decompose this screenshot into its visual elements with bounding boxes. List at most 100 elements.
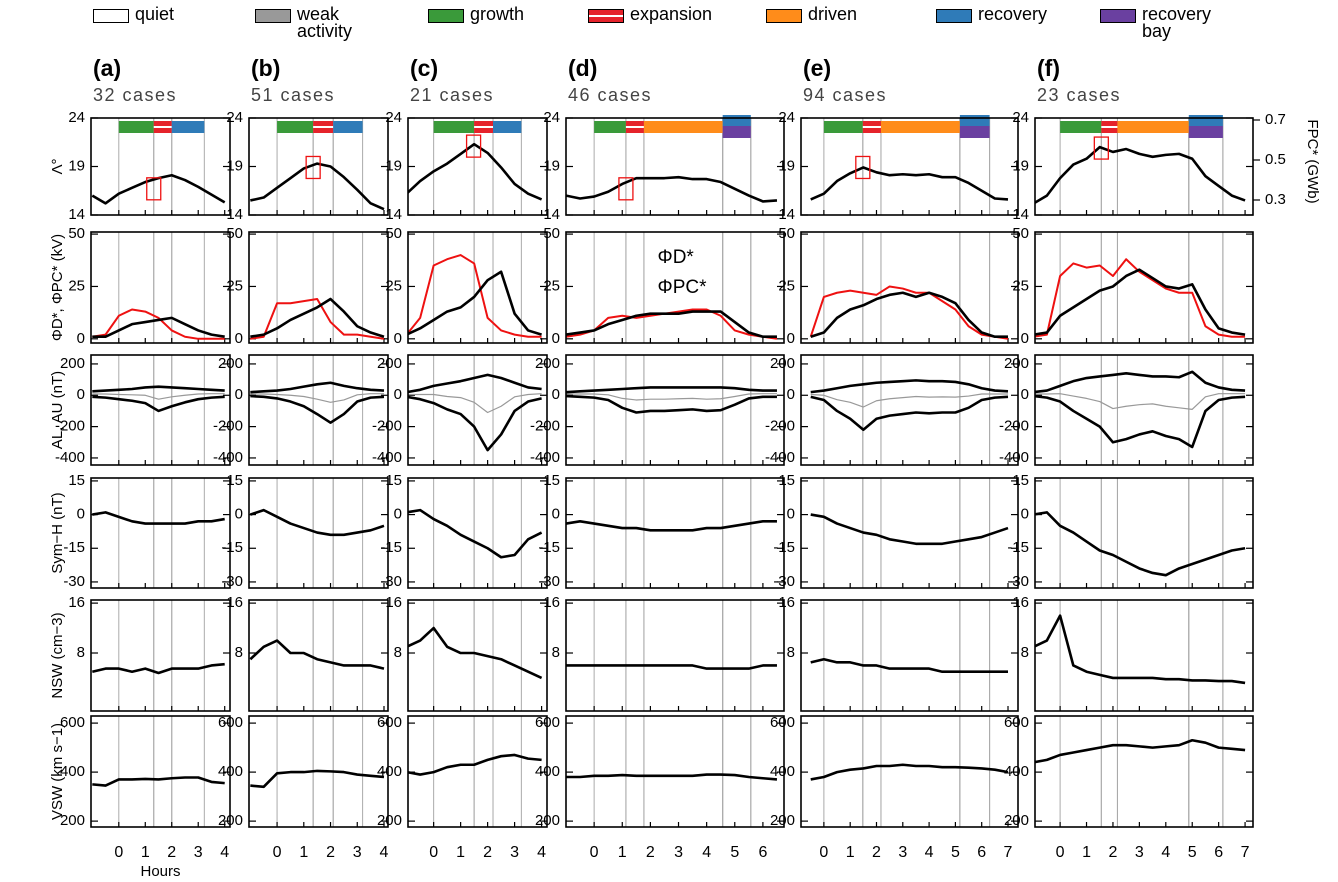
column-title: (e): [803, 55, 831, 81]
panel-frame: [407, 117, 548, 216]
y-tick-label: -400: [55, 449, 85, 466]
data-line: [249, 508, 385, 537]
data-line: [566, 773, 778, 781]
panel-frame: [1034, 599, 1254, 712]
panel-frame: [248, 715, 389, 828]
data-line: [566, 394, 777, 414]
x-tick-label: 4: [380, 844, 389, 861]
y-tick-label: 19: [68, 157, 85, 174]
y-tick-label: 200: [1004, 812, 1029, 829]
data-line: [408, 142, 543, 201]
y-tick-label: 50: [68, 225, 85, 242]
y-tick-label: -15: [1007, 539, 1029, 556]
x-tick-label: 2: [326, 844, 335, 861]
y-tick-label: -30: [1007, 573, 1029, 590]
data-line: [92, 662, 225, 675]
panel-frame: [90, 354, 231, 466]
x-tick-label: 2: [483, 844, 492, 861]
panel-frame: [800, 117, 1019, 216]
y-tick-label: 600: [218, 714, 243, 731]
data-line: [810, 513, 1009, 546]
x-tick-label: 0: [114, 844, 123, 861]
y-tick-label: 16: [778, 594, 795, 611]
y-tick-label: 14: [1012, 206, 1029, 223]
y-tick-label: 14: [68, 206, 85, 223]
y-tick-label: 25: [385, 277, 402, 294]
legend-label: recovery: [978, 4, 1048, 24]
phase-bar: [643, 121, 723, 133]
legend: quiet weak activity growth expansion driven r…: [0, 0, 1338, 50]
data-line: [1035, 370, 1246, 394]
panel-frame: [407, 231, 548, 344]
data-line: [566, 520, 777, 532]
y-tick-label: 0: [77, 506, 85, 523]
phase-bar: [277, 121, 314, 133]
y-tick-label: 0: [235, 330, 243, 347]
panel-frame: [565, 231, 785, 344]
legend-swatch: [93, 9, 129, 23]
panel-frame: [565, 715, 785, 828]
phase-bar: [171, 121, 205, 133]
data-line: [810, 393, 1008, 408]
panel-frame: [90, 231, 231, 344]
data-line: [566, 386, 777, 394]
data-line: [810, 166, 1009, 201]
y-tick-label: -400: [999, 449, 1029, 466]
data-line: [1035, 268, 1246, 336]
y-tick-label: 14: [385, 206, 402, 223]
y-tick-label: 400: [1004, 763, 1029, 780]
x-tick-label: 2: [872, 844, 881, 861]
x-tick-label: 0: [273, 844, 282, 861]
legend-swatch: [428, 9, 464, 23]
y-tick-label: 600: [535, 714, 560, 731]
data-line: [408, 393, 542, 414]
y-tick-label: 8: [787, 644, 795, 661]
panel-frame: [90, 715, 231, 828]
panel-frame: [90, 599, 231, 712]
y-tick-label: 25: [543, 277, 560, 294]
legend-label: recovery bay: [1142, 4, 1212, 41]
data-line: [408, 626, 543, 680]
onset-box: [1093, 136, 1109, 160]
y-tick-label: 14: [543, 206, 560, 223]
y-axis-label: Λ°: [49, 158, 66, 174]
y-tick-label: 0: [77, 330, 85, 347]
panel-frame: [407, 477, 548, 589]
y-tick-label: 15: [226, 472, 243, 489]
data-line: [92, 393, 225, 400]
legend-item: growth: [428, 5, 530, 23]
y-tick-label: -30: [538, 573, 560, 590]
phase-bar: [959, 115, 990, 126]
legend-label: expansion: [630, 4, 713, 24]
y-tick-label: 24: [226, 109, 243, 126]
data-line: [810, 395, 1009, 432]
x-axis-label: Hours: [140, 863, 180, 880]
x-tick-label: 5: [730, 844, 739, 861]
y2-axis-label: FPC* (GWb): [1304, 119, 1321, 203]
y-tick-label: 16: [1012, 594, 1029, 611]
y-axis-label: ΦD*, ΦPC* (kV): [49, 234, 66, 341]
y-tick-label: 16: [68, 594, 85, 611]
y-tick-label: 200: [60, 355, 85, 372]
y-tick-label: -400: [213, 449, 243, 466]
y-axis-label: VSW (km s−1): [49, 723, 66, 820]
data-line: [92, 316, 225, 339]
y-tick-label: 200: [377, 355, 402, 372]
y-tick-label: 19: [543, 157, 560, 174]
column-subtitle: 94 cases: [803, 85, 887, 105]
y-tick-label: 25: [226, 277, 243, 294]
y-tick-label: 200: [770, 355, 795, 372]
onset-box: [146, 177, 162, 201]
data-line: [1035, 394, 1246, 449]
y-tick-label: 200: [535, 812, 560, 829]
y-tick-label: 0: [1021, 386, 1029, 403]
y-tick-label: 8: [394, 644, 402, 661]
y2-tick-label: 0.3: [1265, 191, 1286, 208]
data-line: [92, 308, 225, 340]
y-tick-label: 8: [235, 644, 243, 661]
x-tick-label: 1: [456, 844, 465, 861]
y-tick-label: 50: [226, 225, 243, 242]
data-line: [250, 297, 385, 339]
x-tick-label: 1: [618, 844, 627, 861]
